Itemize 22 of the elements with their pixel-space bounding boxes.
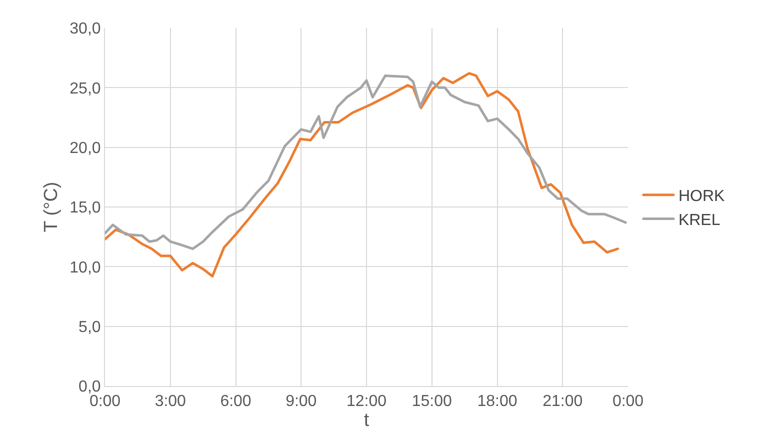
y-tick-label: 5,0 (78, 318, 101, 336)
y-tick-label: 0,0 (78, 378, 101, 396)
x-tick-label: 15:00 (412, 393, 452, 410)
y-tick-label: 25,0 (70, 80, 101, 98)
x-tick-label: 18:00 (477, 393, 518, 410)
x-axis-title: t (364, 410, 370, 432)
x-tick-label: 0:00 (89, 393, 121, 410)
x-tick-label: 6:00 (220, 393, 252, 410)
x-tick-label: 12:00 (346, 393, 387, 410)
legend-label: KREL (678, 212, 720, 229)
x-tick-label: 21:00 (542, 393, 583, 410)
y-axis-title: T (°C) (41, 182, 62, 232)
y-tick-label: 30,0 (70, 20, 101, 38)
legend-label: HORK (678, 188, 726, 206)
y-tick-label: 20,0 (70, 140, 101, 157)
line-series (105, 72, 620, 278)
x-tick-label: 3:00 (154, 393, 186, 410)
x-tick-label: 0:00 (612, 393, 644, 410)
line-series (105, 74, 627, 250)
y-tick-label: 10,0 (70, 259, 101, 276)
x-tick-label: 9:00 (286, 393, 317, 410)
y-tick-label: 15,0 (70, 200, 101, 217)
